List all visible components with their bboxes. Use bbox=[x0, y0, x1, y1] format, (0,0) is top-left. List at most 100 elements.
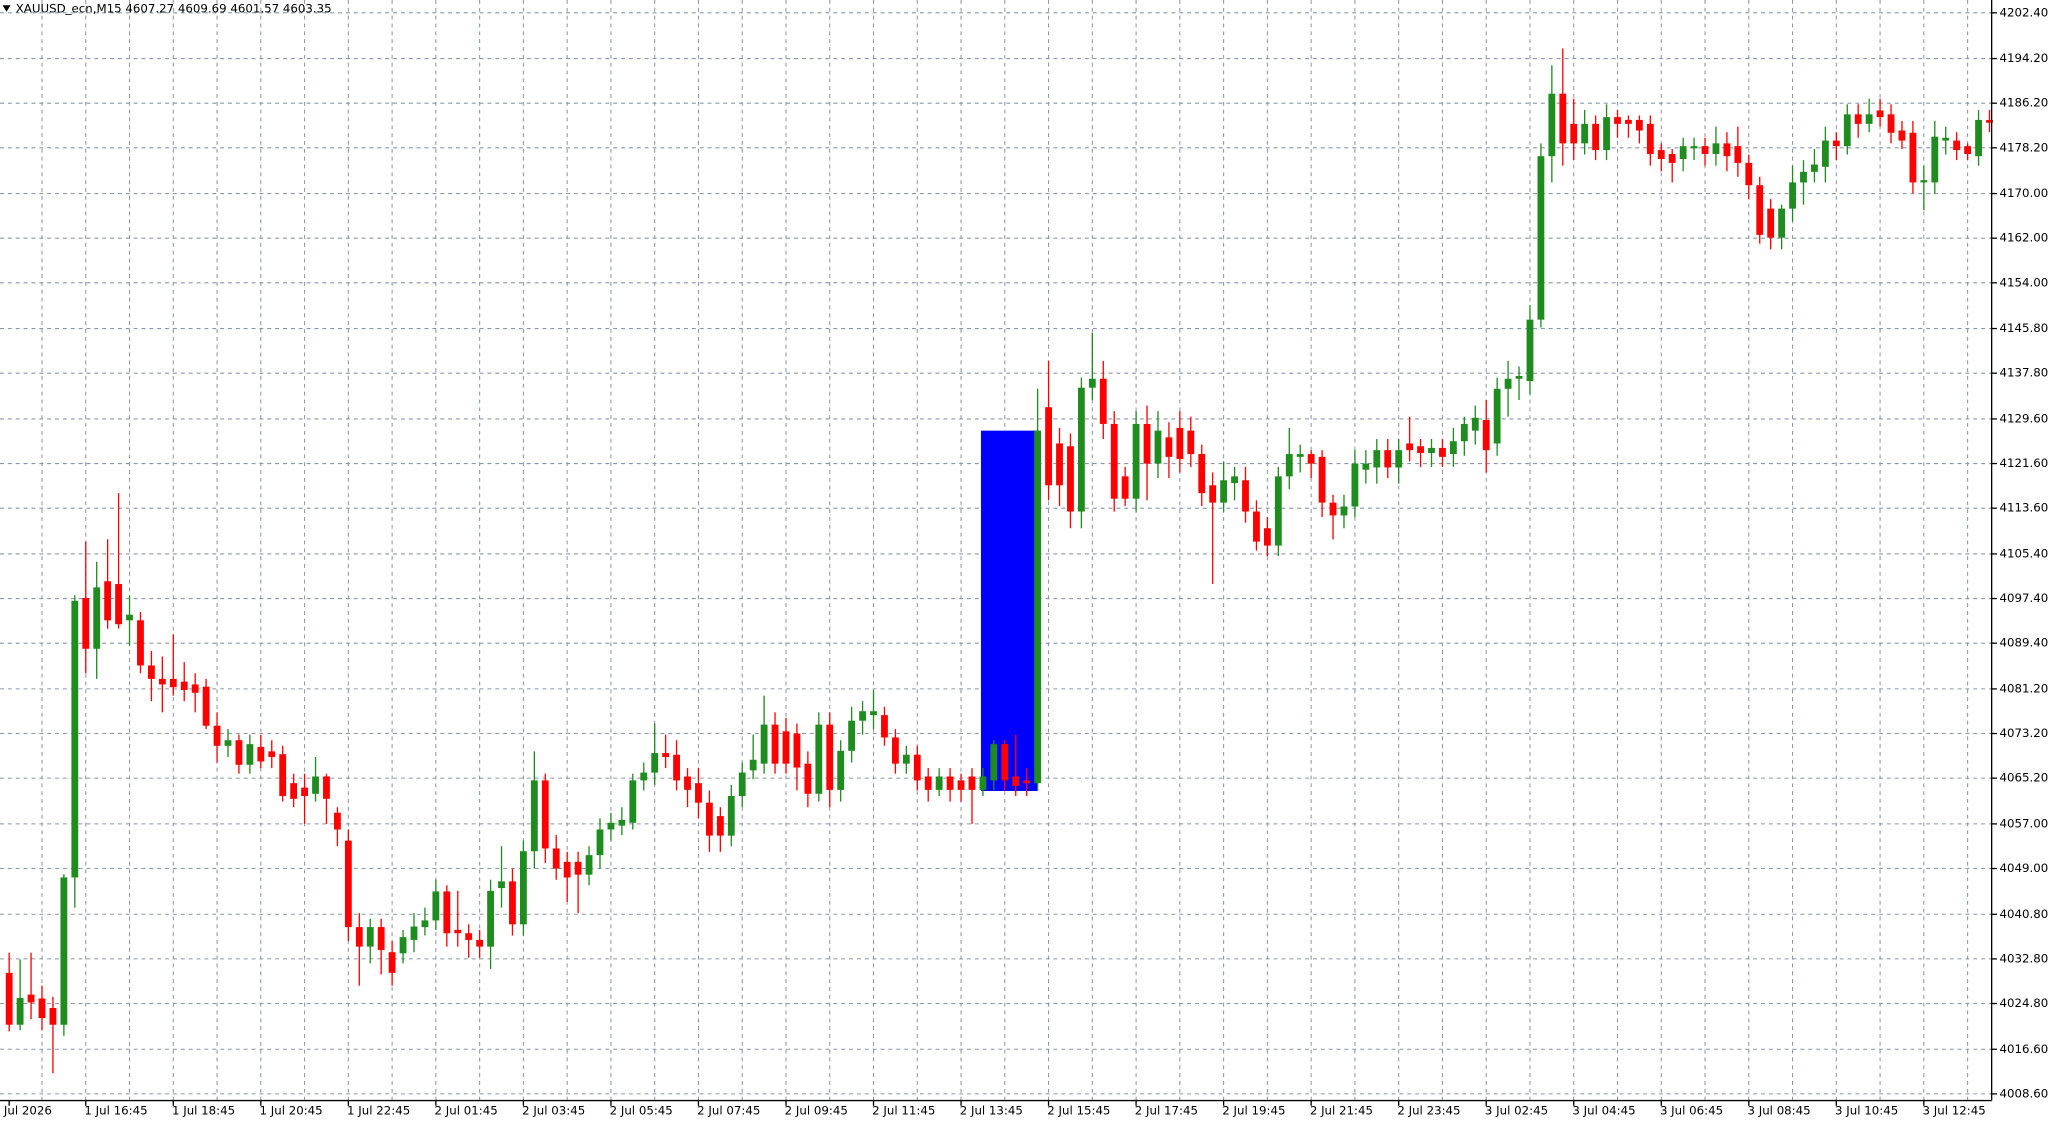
candle-body bbox=[1351, 463, 1359, 507]
candle-body bbox=[1034, 430, 1042, 784]
candle-body bbox=[147, 665, 155, 679]
candle-body bbox=[1811, 164, 1818, 172]
candle-body bbox=[519, 851, 527, 925]
candle-body bbox=[1001, 744, 1009, 781]
candle-body bbox=[618, 819, 626, 826]
candle-body bbox=[957, 780, 965, 790]
candle-body bbox=[27, 994, 35, 1003]
candle-body bbox=[1362, 463, 1370, 470]
candle-body bbox=[1340, 506, 1348, 516]
candle-body bbox=[1176, 427, 1184, 460]
y-tick-label: 4170.00 bbox=[2000, 186, 2048, 200]
candle-body bbox=[169, 678, 177, 688]
candle-body bbox=[1592, 123, 1600, 151]
candle-body bbox=[881, 715, 888, 738]
candle-body bbox=[1023, 780, 1031, 784]
candles bbox=[5, 48, 1993, 1074]
candle-body bbox=[1548, 93, 1556, 157]
candle-body bbox=[1942, 137, 1950, 141]
candle-body bbox=[1099, 378, 1107, 424]
candle-body bbox=[421, 920, 429, 928]
candle-body bbox=[1012, 776, 1020, 786]
y-tick-label: 4202.40 bbox=[2000, 5, 2048, 19]
candle-body bbox=[1143, 423, 1151, 464]
candle-body bbox=[673, 754, 680, 781]
candle-body bbox=[662, 753, 670, 757]
candle-body bbox=[312, 776, 319, 794]
x-tick-label: 1 Jul 20:45 bbox=[260, 1104, 323, 1118]
candle-body bbox=[946, 776, 954, 790]
candle-body bbox=[1603, 117, 1610, 151]
x-tick-label: 2 Jul 17:45 bbox=[1135, 1104, 1198, 1118]
candle-body bbox=[1209, 485, 1217, 503]
candle-body bbox=[38, 998, 46, 1019]
candle-body bbox=[1635, 119, 1643, 131]
x-tick-label: 2 Jul 23:45 bbox=[1397, 1104, 1460, 1118]
candle-body bbox=[596, 829, 604, 856]
objects bbox=[980, 430, 1038, 791]
candle-body bbox=[290, 783, 298, 799]
candle-body bbox=[443, 891, 451, 934]
candle-body bbox=[1428, 447, 1435, 453]
candle-body bbox=[1843, 114, 1851, 147]
candle-body bbox=[1778, 208, 1786, 238]
y-tick-label: 4057.00 bbox=[2000, 816, 2048, 830]
candle-body bbox=[1077, 387, 1085, 512]
y-tick-label: 4137.80 bbox=[2000, 366, 2048, 380]
candle-body bbox=[1045, 407, 1052, 486]
candle-body bbox=[5, 972, 13, 1025]
candle-body bbox=[1657, 150, 1665, 159]
candle-body bbox=[870, 711, 877, 716]
candle-body bbox=[1690, 146, 1698, 149]
candle-body bbox=[979, 776, 987, 790]
x-tick-label: 2 Jul 05:45 bbox=[610, 1104, 673, 1118]
x-tick-label: 1 Jul 18:45 bbox=[172, 1104, 235, 1118]
candle-body bbox=[1220, 480, 1228, 503]
candle-body bbox=[410, 926, 418, 940]
candle-body bbox=[1701, 146, 1709, 154]
y-tick-label: 4097.40 bbox=[2000, 591, 2048, 605]
candle-body bbox=[1723, 143, 1731, 157]
candle-body bbox=[476, 939, 484, 947]
candle-body bbox=[1329, 502, 1337, 516]
candle-body bbox=[1471, 417, 1479, 431]
candle-body bbox=[355, 927, 363, 947]
candle-body bbox=[1646, 123, 1654, 154]
candle-body bbox=[1964, 146, 1972, 154]
candle-body bbox=[487, 890, 494, 947]
candle-body bbox=[1384, 450, 1392, 468]
candle-body bbox=[1406, 443, 1414, 451]
grid bbox=[0, 0, 1992, 1101]
candle-body bbox=[891, 737, 899, 764]
candle-body bbox=[268, 751, 276, 757]
y-tick-label: 4105.40 bbox=[2000, 546, 2048, 560]
candle-body bbox=[585, 855, 593, 875]
candle-body bbox=[1953, 140, 1961, 151]
x-tick-label: 3 Jul 08:45 bbox=[1747, 1104, 1810, 1118]
candle-body bbox=[509, 881, 516, 925]
candle-body bbox=[366, 927, 374, 947]
candle-body bbox=[180, 681, 188, 691]
candle-body bbox=[760, 724, 768, 764]
candle-body bbox=[1931, 136, 1939, 183]
candle-body bbox=[815, 724, 823, 794]
candle-body bbox=[1756, 185, 1764, 235]
candle-body bbox=[651, 753, 659, 773]
candle-body bbox=[629, 780, 637, 823]
candle-body bbox=[301, 787, 308, 797]
x-tick-label: 2 Jul 11:45 bbox=[872, 1104, 935, 1118]
x-tick-label: 3 Jul 02:45 bbox=[1485, 1104, 1548, 1118]
candle-body bbox=[935, 776, 943, 790]
y-tick-label: 4016.60 bbox=[2000, 1042, 2048, 1056]
candle-body bbox=[1198, 454, 1206, 494]
candle-body bbox=[126, 614, 133, 621]
candle-body bbox=[158, 678, 166, 685]
candle-body bbox=[1263, 528, 1271, 546]
y-tick-label: 4145.80 bbox=[2000, 321, 2048, 335]
candle-body bbox=[804, 763, 812, 794]
candle-body bbox=[913, 754, 921, 781]
y-tick-label: 4154.00 bbox=[2000, 275, 2048, 289]
menu-triangle[interactable] bbox=[2, 5, 11, 12]
